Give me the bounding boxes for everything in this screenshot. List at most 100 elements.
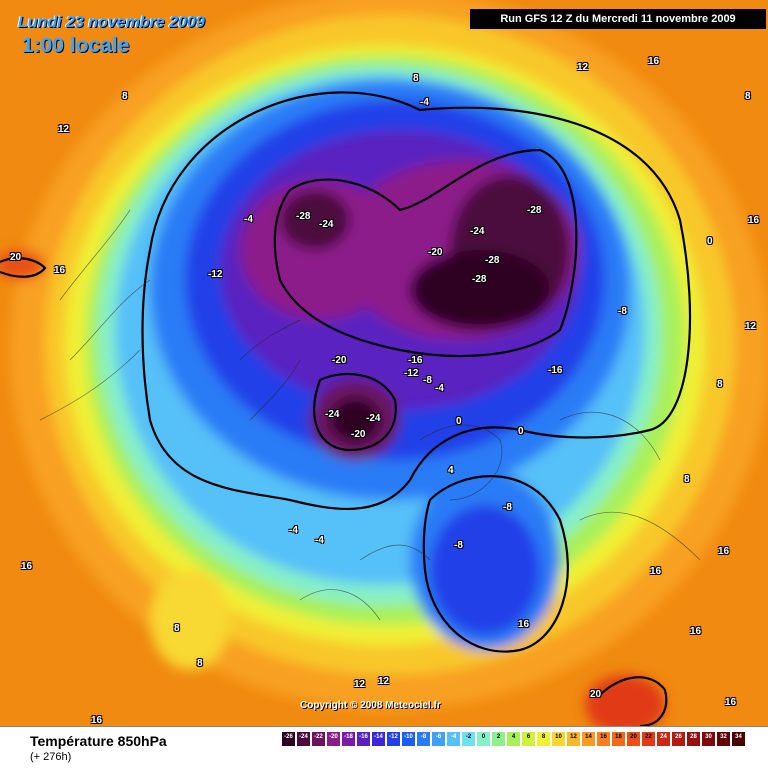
legend-tick-label: 0 [481,734,486,740]
map-label: -20 [351,429,366,440]
map-label: 8 [197,658,203,669]
legend-swatch [732,732,745,746]
legend-swatch [402,732,415,746]
legend-tick-label: 28 [690,734,697,740]
legend-tick-label: 18 [615,734,622,740]
map-label: -24 [470,226,485,237]
map-label: 4 [448,465,454,476]
legend-tick-label: 8 [541,734,546,740]
map-label: -24 [319,219,334,230]
map-label: 0 [707,236,713,247]
map-label: 16 [21,561,33,572]
legend-tick-label: 32 [720,734,727,740]
legend-swatch [552,732,565,746]
legend-swatch [567,732,580,746]
map-label: 8 [413,73,419,84]
legend-swatch [657,732,670,746]
legend-swatch [702,732,715,746]
map-label: -8 [618,306,627,317]
map-label: 16 [748,215,760,226]
legend-swatch [537,732,550,746]
map-label: -4 [435,383,444,394]
map-label: 12 [378,676,390,687]
legend-tick-label: -4 [450,734,457,740]
legend-tick-label: 10 [555,734,562,740]
legend-tick-label: -2 [465,734,472,740]
legend-swatch [522,732,535,746]
map-label: 12 [745,321,757,332]
legend-tick-label: -24 [299,734,308,740]
map-label: -20 [332,355,347,366]
map-label: -12 [404,368,419,379]
map-label: -4 [244,214,253,225]
map-label: 16 [648,56,660,67]
legend-swatch [597,732,610,746]
map-label: 16 [690,626,702,637]
legend-tick-label: 20 [630,734,637,740]
legend-swatch [357,732,370,746]
map-label: -4 [289,525,298,536]
legend-swatch [372,732,385,746]
map-label: 16 [518,619,530,630]
map-label: 16 [54,265,66,276]
legend-tick-label: 6 [526,734,531,740]
field-title: Température 850hPa [30,733,167,749]
legend-swatch [282,732,295,746]
legend-footer: Température 850hPa (+ 276h) -26 -24 -22 -20… [0,726,768,769]
map-label: -28 [485,255,500,266]
legend-tick-label: 22 [645,734,652,740]
map-label: -24 [366,413,381,424]
legend-swatch [327,732,340,746]
legend-swatch [417,732,430,746]
forecast-offset: (+ 276h) [30,751,72,763]
forecast-date: Lundi 23 novembre 2009 [18,14,205,31]
map-label: 16 [650,566,662,577]
map-label: -8 [454,540,463,551]
legend-swatch [312,732,325,746]
map-label: -28 [296,211,311,222]
legend-tick-label: -8 [420,734,427,740]
legend-swatch [672,732,685,746]
legend-swatch [612,732,625,746]
map-label: 8 [684,474,690,485]
legend-tick-label: 2 [496,734,501,740]
map-label: -4 [420,97,429,108]
legend-tick-label: -16 [359,734,368,740]
map-label: -28 [527,205,542,216]
map-label: -8 [503,502,512,513]
legend-tick-label: 24 [660,734,667,740]
legend-swatch [432,732,445,746]
temperature-field [0,0,768,726]
legend-tick-label: -20 [329,734,338,740]
map-label: 0 [456,416,462,427]
legend-tick-label: 4 [511,734,516,740]
legend-swatch [687,732,700,746]
legend-tick-label: 34 [735,734,742,740]
map-label: 20 [10,252,22,263]
map-label: 8 [122,91,128,102]
map-label: -12 [208,269,223,280]
legend-swatch [297,732,310,746]
temperature-map: Lundi 23 novembre 2009 1:00 locale Run G… [0,0,768,726]
legend-tick-label: 14 [585,734,592,740]
map-label: 0 [518,426,524,437]
legend-tick-label: -6 [435,734,442,740]
map-label: -28 [472,274,487,285]
legend-tick-label: -18 [344,734,353,740]
legend-tick-label: -14 [374,734,383,740]
map-label: 12 [58,124,70,135]
legend-swatch [387,732,400,746]
map-label: 16 [718,546,730,557]
legend-tick-label: 16 [600,734,607,740]
map-label: -16 [548,365,563,376]
legend-swatch [717,732,730,746]
legend-tick-label: -22 [314,734,323,740]
map-label: -24 [325,409,340,420]
legend-tick-label: -26 [284,734,293,740]
legend-swatch [462,732,475,746]
legend-swatch [492,732,505,746]
map-label: -20 [428,247,443,258]
map-label: 8 [717,379,723,390]
map-label: 12 [354,679,366,690]
legend-tick-label: -10 [404,734,413,740]
